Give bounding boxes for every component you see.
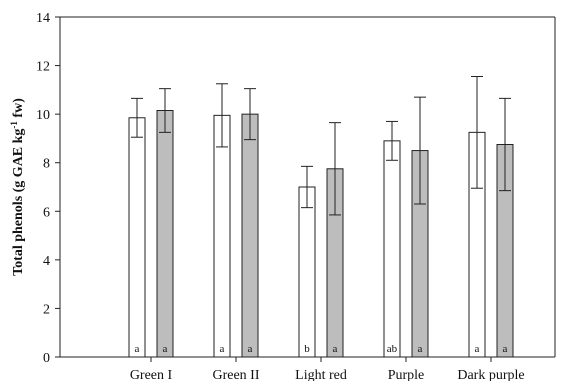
plot-area: 0 2 4 6 8 10 12 14 Green I Green II Light red Purp…	[36, 11, 556, 381]
x-ticks: Green I Green II Light red Purple Dark purpl…	[130, 357, 525, 381]
significance-letter: a	[163, 343, 168, 355]
significance-letter: a	[475, 343, 480, 355]
significance-letter: a	[418, 343, 423, 355]
x-tick-label: Green I	[130, 368, 173, 381]
significance-letter: a	[135, 343, 140, 355]
x-tick-label: Purple	[388, 368, 425, 381]
x-tick-label: Light red	[295, 368, 347, 381]
y-tick-label: 2	[43, 302, 50, 317]
bar	[156, 110, 174, 358]
bar	[298, 186, 316, 358]
y-tick-label: 0	[43, 351, 50, 366]
y-tick-label: 12	[36, 60, 50, 75]
y-axis-label-tail: fw)	[11, 98, 26, 121]
y-ticks: 0 2 4 6 8 10 12 14	[36, 11, 60, 366]
x-tick-label: Green II	[212, 368, 259, 381]
significance-letter: b	[304, 343, 310, 355]
bar	[241, 113, 259, 358]
y-tick-label: 14	[36, 11, 50, 26]
y-tick-label: 8	[43, 157, 50, 172]
y-tick-label: 10	[36, 108, 50, 123]
y-axis-label-main: Total phenols (g GAE kg	[11, 129, 26, 276]
bar	[213, 114, 231, 358]
significance-letter: a	[503, 343, 508, 355]
y-tick-label: 4	[43, 254, 50, 269]
significance-letter: a	[248, 343, 253, 355]
significance-letter: ab	[387, 343, 398, 355]
significance-letter: a	[333, 343, 338, 355]
y-axis-label: Total phenols (g GAE kg-1 fw)	[9, 98, 26, 276]
bar	[128, 117, 146, 358]
x-tick-label: Dark purple	[457, 368, 524, 381]
y-axis-label-sup: -1	[9, 121, 19, 129]
bars: a a a a b a ab a a a	[128, 76, 514, 358]
bar	[383, 140, 401, 358]
significance-letter: a	[220, 343, 225, 355]
y-tick-label: 6	[43, 205, 50, 220]
